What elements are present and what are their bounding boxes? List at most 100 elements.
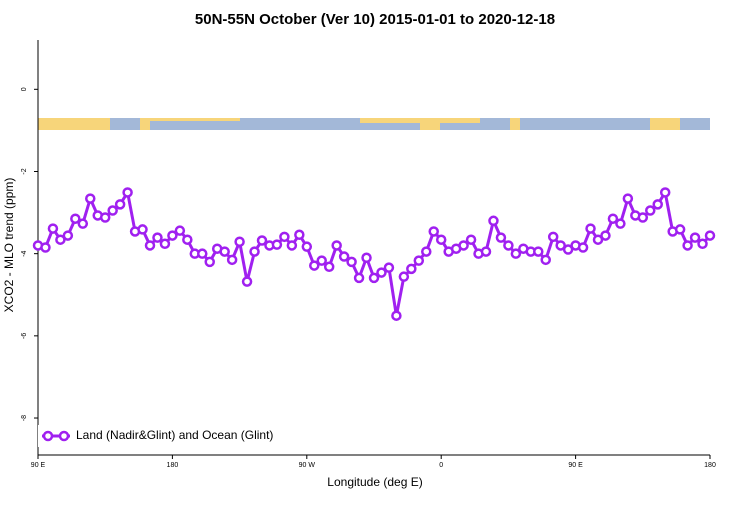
data-point [107,205,118,216]
data-point [346,256,357,268]
data-point [47,223,59,234]
y-tick-label: -6 [21,333,28,339]
data-point [159,238,171,250]
x-tick-label: 180 [167,462,179,469]
data-point [234,236,245,247]
y-tick-label: 0 [21,87,28,91]
data-point [704,230,716,241]
legend: Land (Nadir&Glint) and Ocean (Glint) [38,425,288,447]
data-point [480,246,492,257]
data-point [249,246,260,257]
data-point [144,240,156,251]
data-point [540,254,551,266]
data-point [406,263,417,275]
data-point [637,212,649,223]
data-point [488,215,499,227]
legend-marker [42,430,54,442]
data-point [413,255,425,266]
data-point [331,240,342,251]
data-point [361,252,372,264]
data-point [152,232,163,243]
data-point [689,232,701,243]
chart-title: 50N-55N October (Ver 10) 2015-01-01 to 2… [195,11,555,28]
data-point [219,246,230,257]
ocean [480,118,510,130]
data-point [547,231,559,243]
y-tick-label: -2 [21,168,28,174]
data-point [309,260,320,271]
data-point [182,234,193,245]
data-point [77,218,89,229]
data-point [256,235,268,246]
data-point [622,193,634,204]
x-tick-label: 90 W [299,462,316,469]
data-point [562,244,574,255]
data-point [271,239,283,250]
data-point [391,310,402,321]
data-point [204,256,215,268]
data-point [167,230,178,241]
data-point [435,234,447,245]
land-ocean-strip [38,118,710,130]
legend-label: Land (Nadir&Glint) and Ocean (Glint) [76,428,273,442]
x-axis-label: Longitude (deg E) [327,475,422,489]
data-point [458,240,469,251]
data-point [577,242,589,253]
y-axis-label: XCO2 - MLO trend (ppm) [2,178,16,313]
data-point [607,213,619,224]
data-point [645,205,656,216]
ocean [110,118,140,130]
data-point [495,232,507,243]
x-tick-label: 90 E [568,462,583,469]
data-point [241,276,253,287]
data-point [62,230,74,241]
data-point [316,255,327,266]
data-point [697,238,708,250]
data-point [137,224,148,235]
data-point [465,234,477,245]
legend-box [38,425,288,447]
data-point [510,248,522,259]
ocean [360,123,420,130]
data-point [398,271,410,282]
data-point [383,262,395,273]
data-point [55,234,66,245]
data-point [503,240,514,251]
data-point [376,267,387,278]
data-point [652,199,663,210]
data-point [659,187,671,198]
data-point [226,254,238,266]
x-tick-label: 0 [439,462,443,469]
data-point [421,246,432,257]
data-point [301,241,313,252]
data-point [585,223,596,234]
data-point [682,240,693,251]
data-point [99,212,111,223]
data-point [40,242,51,253]
legend-marker [58,430,70,442]
y-tick-label: -4 [21,250,28,256]
data-point [122,187,133,198]
y-tick-label: -8 [21,415,28,421]
ocean [680,118,710,130]
data-point [353,272,365,284]
ocean [440,123,480,130]
data-point [286,240,298,251]
data-point [294,229,305,241]
data-point [70,213,81,224]
data-point [428,226,439,237]
x-tick-label: 180 [704,462,716,469]
data-point [85,193,96,204]
ocean [240,118,360,130]
data-point [674,224,686,235]
data-point [615,218,626,229]
data-point [197,248,208,259]
ocean [150,121,240,130]
data-point [323,261,335,273]
data-point [368,272,380,284]
x-tick-label: 90 E [31,462,46,469]
data-point [600,230,611,241]
data-point [174,225,186,236]
